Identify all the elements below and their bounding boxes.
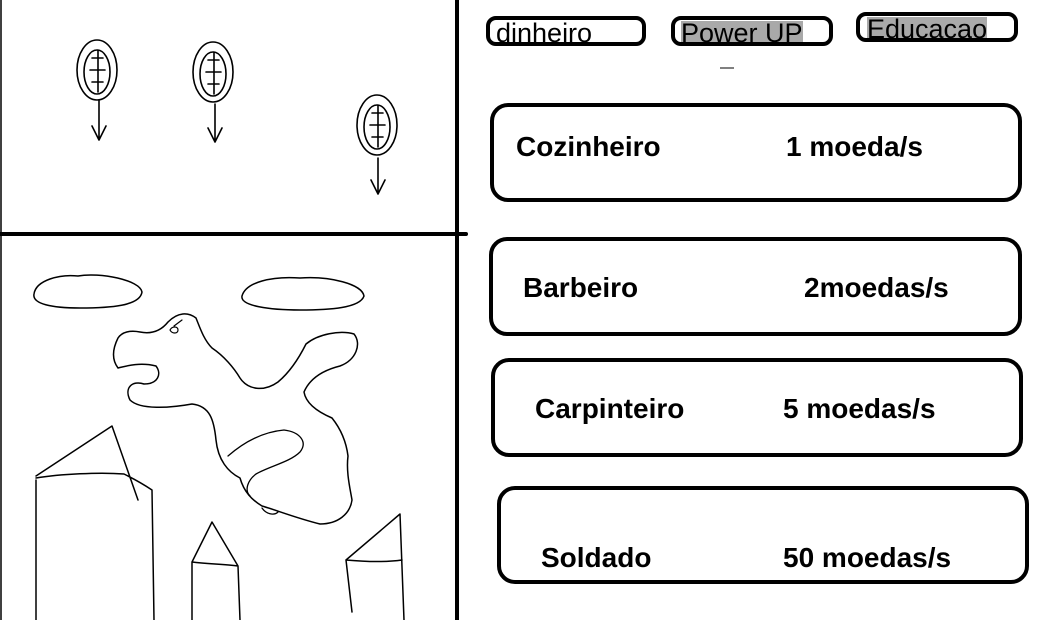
job-rate: 5 moedas/s — [783, 393, 936, 424]
job-name: Barbeiro — [523, 272, 639, 303]
job-rate: 50 moedas/s — [783, 542, 952, 573]
coin-drop-icon — [192, 41, 234, 143]
job-name: Soldado — [541, 542, 652, 573]
house-middle — [191, 521, 241, 620]
tab-dinheiro[interactable]: dinheiro — [486, 16, 646, 46]
job-card-soldado[interactable]: Soldado 50 moedas/s — [497, 486, 1029, 584]
coin-drop-icon — [356, 94, 398, 195]
house-left — [35, 425, 155, 620]
job-card-barbeiro[interactable]: Barbeiro 2moedas/s — [489, 237, 1022, 336]
cloud-right — [241, 276, 365, 311]
job-card-carpinteiro[interactable]: Carpinteiro 5 moedas/s — [491, 358, 1023, 457]
mountain-outline — [112, 313, 359, 525]
tab-power-up[interactable]: Power UP — [671, 16, 833, 46]
job-card-cozinheiro[interactable]: Cozinheiro 1 moeda/s — [490, 103, 1022, 202]
mountain-detail — [227, 429, 304, 515]
coin-drop-icon — [76, 39, 118, 141]
tab-educacao[interactable]: Educaçao — [856, 12, 1018, 42]
tab-educacao-label: Educaçao — [867, 14, 988, 42]
house-right — [345, 513, 405, 620]
job-name: Carpinteiro — [535, 393, 685, 424]
tab-power-up-label: Power UP — [681, 18, 803, 46]
job-rate: 1 moeda/s — [786, 131, 923, 162]
tab-dinheiro-label: dinheiro — [496, 18, 593, 46]
cloud-left — [33, 274, 143, 309]
job-rate: 2moedas/s — [804, 272, 949, 303]
job-name: Cozinheiro — [516, 131, 661, 162]
dragon-eye — [169, 319, 183, 334]
